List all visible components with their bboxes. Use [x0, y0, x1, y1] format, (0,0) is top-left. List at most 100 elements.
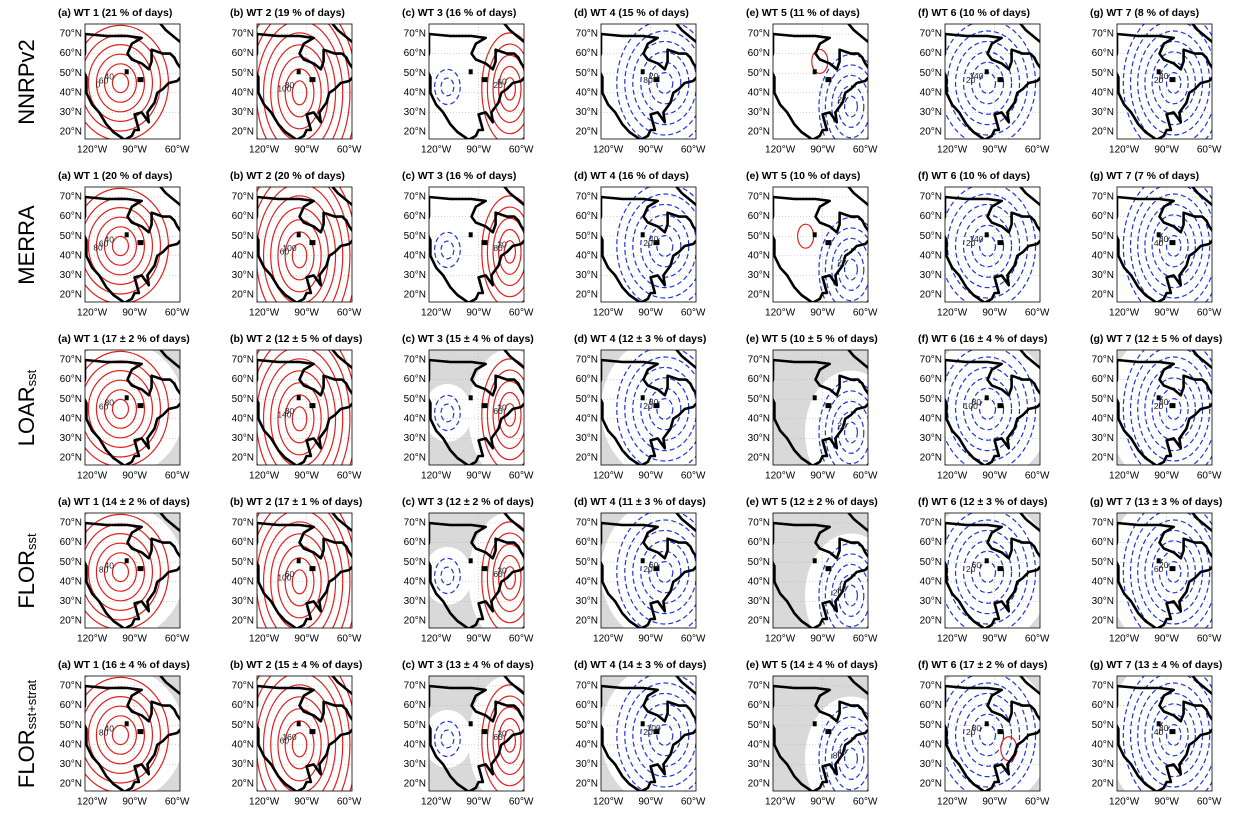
lon-tick-label: 90°W — [294, 145, 319, 156]
contour — [1159, 62, 1188, 104]
map-panel: 2070°N60°N50°N40°N30°N20°N120°W90°W60°W — [748, 340, 897, 494]
lat-tick-label: 50°N — [60, 394, 82, 405]
panel-title: (f) WT 6 (12 ± 3 % of days) — [918, 496, 1047, 508]
lon-tick-label: 60°W — [165, 797, 190, 808]
lon-tick-label: 90°W — [638, 145, 663, 156]
panel-title: (d) WT 4 (16 % of days) — [574, 170, 689, 182]
map-frame — [429, 24, 524, 139]
lat-tick-label: 20°N — [404, 127, 426, 138]
lake — [297, 558, 301, 563]
lat-tick-label: 70°N — [60, 681, 82, 692]
map-frame — [429, 187, 524, 302]
lat-tick-label: 30°N — [748, 596, 770, 607]
lake — [997, 240, 1003, 245]
lat-tick-label: 40°N — [1092, 576, 1114, 587]
contour-label: 20 — [966, 75, 976, 85]
map-content: 2060 — [423, 503, 551, 643]
lat-tick-label: 60°N — [748, 48, 770, 59]
lake — [469, 232, 473, 237]
contour-label: 20 — [966, 564, 976, 574]
lake — [469, 395, 473, 400]
lake — [813, 395, 817, 400]
contour-label: 20 — [643, 401, 653, 411]
lat-tick-label: 60°N — [60, 374, 82, 385]
lat-tick-label: 70°N — [232, 681, 254, 692]
lon-tick-label: 60°W — [1025, 308, 1050, 319]
lat-tick-label: 40°N — [1092, 87, 1114, 98]
lon-tick-label: 120°W — [593, 308, 624, 319]
lat-tick-label: 60°N — [232, 48, 254, 59]
lat-tick-label: 70°N — [1092, 192, 1114, 203]
lon-tick-label: 120°W — [249, 308, 280, 319]
lat-tick-label: 50°N — [748, 68, 770, 79]
lat-tick-label: 50°N — [748, 394, 770, 405]
panel-title: (d) WT 4 (11 ± 3 % of days) — [574, 496, 706, 508]
lat-tick-label: 50°N — [232, 394, 254, 405]
contour — [104, 227, 136, 265]
lat-tick-label: 60°N — [404, 537, 426, 548]
map-content: 14020 — [940, 14, 1052, 145]
lat-tick-label: 20°N — [920, 453, 942, 464]
lon-tick-label: 60°W — [853, 797, 878, 808]
lat-tick-label: 50°N — [576, 231, 598, 242]
lat-tick-label: 30°N — [232, 433, 254, 444]
map-panel: 1402070°N60°N50°N40°N30°N20°N120°W90°W60… — [920, 177, 1052, 318]
contour-label: 20 — [493, 80, 503, 90]
contour-label: 40 — [1154, 727, 1164, 737]
row-label: FLORsst — [14, 533, 40, 609]
lon-tick-label: 60°W — [337, 471, 362, 482]
lat-tick-label: 30°N — [920, 270, 942, 281]
lon-tick-label: 120°W — [421, 308, 452, 319]
contour — [657, 73, 673, 94]
map-panel: 1006070°N60°N50°N40°N30°N20°N120°W90°W60… — [232, 160, 364, 352]
lake — [641, 558, 645, 563]
lon-tick-label: 60°W — [1197, 797, 1222, 808]
lat-tick-label: 40°N — [576, 576, 598, 587]
contour — [112, 236, 128, 255]
contour — [972, 225, 1004, 267]
lon-tick-label: 120°W — [937, 797, 968, 808]
lat-tick-label: 20°N — [404, 290, 426, 301]
lat-tick-label: 60°N — [576, 211, 598, 222]
lat-tick-label: 30°N — [748, 270, 770, 281]
lat-tick-label: 70°N — [748, 518, 770, 529]
lat-tick-label: 60°N — [1092, 537, 1114, 548]
contour — [838, 86, 864, 128]
lat-tick-label: 70°N — [1092, 29, 1114, 40]
contour — [482, 196, 538, 308]
lat-tick-label: 20°N — [576, 453, 598, 464]
contour-label: 20 — [1154, 401, 1164, 411]
lat-tick-label: 70°N — [232, 518, 254, 529]
lat-tick-label: 20°N — [60, 127, 82, 138]
lat-tick-label: 70°N — [920, 192, 942, 203]
contour-label: 100 — [964, 401, 978, 411]
lat-tick-label: 40°N — [748, 413, 770, 424]
lat-tick-label: 40°N — [748, 739, 770, 750]
row-label: NNRPv2 — [14, 39, 39, 125]
lake — [137, 729, 143, 734]
map-panel: 802070°N60°N50°N40°N30°N20°N120°W90°W60°… — [1092, 10, 1224, 156]
lon-tick-label: 120°W — [421, 471, 452, 482]
lake — [309, 403, 315, 408]
lake — [825, 729, 831, 734]
lon-tick-label: 60°W — [337, 634, 362, 645]
contour-label: 60 — [1154, 564, 1164, 574]
map-content: 2060 — [1107, 490, 1240, 654]
lat-tick-label: 50°N — [576, 394, 598, 405]
lon-tick-label: 120°W — [765, 471, 796, 482]
lat-tick-label: 20°N — [60, 779, 82, 790]
lon-tick-label: 120°W — [249, 634, 280, 645]
lake — [985, 721, 989, 726]
panel-title: (c) WT 3 (12 ± 2 % of days) — [402, 496, 534, 508]
lat-tick-label: 70°N — [1092, 518, 1114, 529]
lat-tick-label: 60°N — [920, 537, 942, 548]
lon-tick-label: 60°W — [337, 145, 362, 156]
panel-title: (g) WT 7 (12 ± 5 % of days) — [1090, 333, 1222, 345]
contour-label: 60 — [280, 735, 290, 745]
significant-area — [468, 675, 551, 807]
panel-title: (e) WT 5 (14 ± 4 % of days) — [746, 659, 878, 671]
contour — [819, 55, 883, 159]
